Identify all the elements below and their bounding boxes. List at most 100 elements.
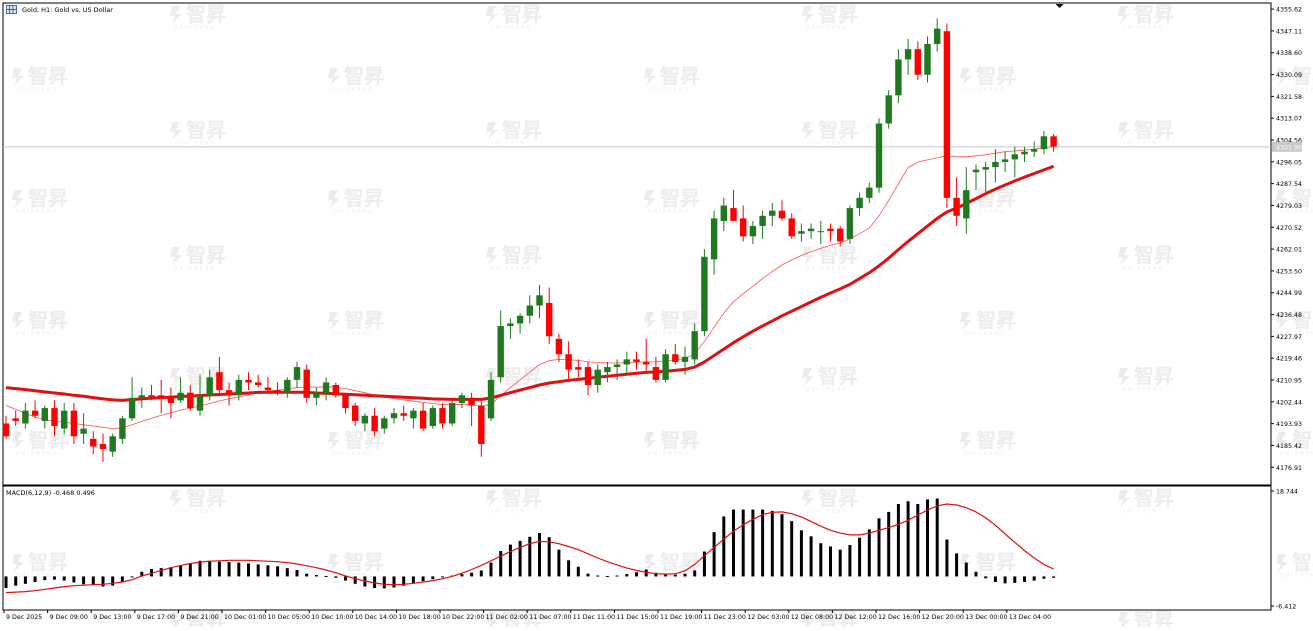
macd-histogram-bar	[644, 569, 648, 577]
macd-histogram-bar	[751, 509, 755, 577]
macd-histogram-bar	[1013, 576, 1017, 583]
candle-bullish	[904, 49, 912, 60]
candle-bearish	[778, 210, 786, 219]
zhisheng-logo-icon	[486, 6, 498, 24]
price-tick-label: 4193.93	[1276, 421, 1302, 428]
watermark-subtext: ZHISHENG	[332, 331, 374, 337]
watermark-text: 智昇	[502, 2, 542, 26]
time-tick-label: 9 Dec 17:00	[137, 614, 175, 621]
watermark-subtext: ZHISHENG	[648, 451, 690, 457]
watermark-subtext: ZHISHENG	[16, 87, 58, 93]
time-tick-label: 11 Dec 11:00	[573, 614, 615, 621]
zhisheng-logo-icon	[1276, 312, 1288, 330]
candle-bullish	[710, 218, 718, 260]
macd-histogram-bar	[935, 498, 939, 577]
candle-bullish	[487, 379, 495, 419]
watermark-text: 智昇	[186, 2, 226, 26]
macd-histogram-bar	[72, 576, 76, 583]
price-tick-label: 4296.05	[1276, 159, 1302, 166]
macd-histogram-bar	[528, 536, 532, 577]
candle-bearish	[274, 390, 281, 393]
macd-histogram-bar	[305, 573, 309, 577]
candle-bullish	[875, 123, 883, 188]
watermark-subtext: ZHISHENG	[648, 209, 690, 215]
watermark-text: 智昇	[28, 308, 68, 332]
macd-histogram-bar	[867, 529, 871, 577]
zhisheng-logo-icon	[1118, 490, 1130, 508]
macd-histogram-bar	[266, 565, 270, 577]
watermark-subtext: ZHISHENG	[1122, 387, 1164, 393]
candle-bearish	[439, 408, 446, 424]
watermark-text: 智昇	[660, 64, 700, 88]
watermark-text: 智昇	[1134, 364, 1174, 388]
watermark-text: 智昇	[818, 364, 858, 388]
candle-bearish	[352, 405, 359, 421]
zhisheng-logo-icon	[802, 6, 814, 24]
watermark-text: 智昇	[28, 550, 68, 574]
macd-histogram-bar	[499, 551, 503, 577]
candle-bullish	[885, 95, 892, 124]
watermark-subtext: ZHISHENG	[806, 266, 848, 272]
macd-histogram-bar	[518, 540, 522, 577]
candle-bullish	[507, 323, 514, 327]
candle-bearish	[371, 415, 378, 432]
macd-histogram-bar	[625, 574, 629, 577]
watermark-text: 智昇	[344, 550, 384, 574]
candle-bullish	[449, 402, 456, 424]
candle-bearish	[12, 418, 19, 421]
macd-histogram-bar	[489, 562, 493, 577]
watermark-subtext: ZHISHENG	[1280, 209, 1313, 215]
watermark-text: 智昇	[28, 64, 68, 88]
zhisheng-logo-icon	[328, 554, 340, 572]
watermark-subtext: ZHISHENG	[1122, 509, 1164, 515]
macd-histogram-bar	[819, 543, 823, 577]
macd-histogram-bar	[770, 510, 774, 577]
macd-histogram-bar	[664, 573, 668, 577]
watermark-subtext: ZHISHENG	[1280, 87, 1313, 93]
macd-histogram-bar	[470, 572, 474, 577]
watermark-subtext: ZHISHENG	[806, 387, 848, 393]
zhisheng-logo-icon	[1118, 6, 1130, 24]
macd-histogram-bar	[120, 576, 124, 582]
candle-bullish	[536, 295, 543, 306]
watermark-text: 智昇	[818, 118, 858, 142]
candle-bullish	[293, 367, 301, 380]
zhisheng-logo-icon	[328, 190, 340, 208]
candle-bullish	[681, 356, 689, 362]
macd-histogram-bar	[130, 576, 134, 578]
macd-histogram-bar	[169, 567, 173, 577]
candle-bearish	[468, 397, 475, 406]
macd-histogram-bar	[159, 568, 163, 577]
candle-bearish	[914, 49, 921, 75]
macd-histogram-bar	[673, 574, 677, 577]
macd-histogram-bar	[1032, 576, 1036, 581]
price-tick-label: 4244.99	[1276, 290, 1302, 297]
candle-bearish	[575, 367, 582, 370]
watermark-subtext: ZHISHENG	[174, 509, 216, 515]
macd-histogram-bar	[334, 576, 338, 578]
watermark-text: 智昇	[1292, 186, 1313, 210]
watermark-text: 智昇	[344, 428, 384, 452]
macd-histogram-bar	[53, 576, 56, 580]
watermark-subtext: ZHISHENG	[332, 573, 374, 579]
watermark-subtext: ZHISHENG	[490, 25, 532, 31]
macd-histogram-bar	[392, 576, 396, 588]
candle-bearish	[740, 218, 747, 237]
macd-histogram-bar	[576, 566, 580, 577]
macd-histogram-bar	[285, 568, 289, 577]
macd-histogram-bar	[431, 576, 435, 580]
watermark-subtext: ZHISHENG	[1280, 331, 1313, 337]
candle-bearish	[1050, 136, 1057, 147]
macd-histogram-bar	[227, 562, 231, 577]
candle-bullish	[720, 205, 727, 221]
candle-bullish	[807, 228, 815, 232]
